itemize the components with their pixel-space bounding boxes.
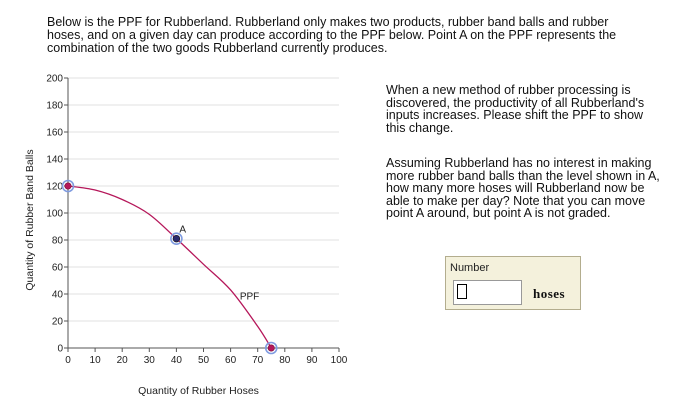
y-tick-labels: 0 20 40 60 80 100 120 140 160 180 200 xyxy=(46,74,63,355)
x-tick-label-0: 0 xyxy=(65,355,71,366)
y-tick-label-80: 80 xyxy=(52,236,64,247)
y-tick-label-20: 20 xyxy=(52,317,64,328)
ppf-endpoint-x-handle-ring xyxy=(264,341,278,355)
ppf-endpoint-x-handle-dot xyxy=(267,344,275,352)
y-tick-label-0: 0 xyxy=(57,344,63,355)
x-tick-label-20: 20 xyxy=(117,355,129,366)
y-tick-label-120: 120 xyxy=(46,182,63,193)
ppf-endpoint-handles[interactable] xyxy=(61,179,278,355)
answer-panel: Number xyxy=(445,256,581,310)
grid-lines xyxy=(68,77,339,322)
ppf-curve-label: PPF xyxy=(240,291,259,302)
point-a-ring xyxy=(170,232,183,245)
problem-intro: Below is the PPF for Rubberland. Rubberl… xyxy=(47,15,617,55)
question-more-hoses: Assuming Rubberland has no interest in m… xyxy=(386,156,660,220)
point-a-dot xyxy=(172,234,181,243)
x-tick-label-10: 10 xyxy=(90,355,102,366)
answer-unit-label: hoses xyxy=(533,286,566,301)
ppf-endpoint-y-handle-ring xyxy=(61,179,75,193)
x-tick-label-30: 30 xyxy=(144,355,156,366)
question-shift-ppf: When a new method of rubber processing i… xyxy=(386,83,645,135)
x-tick-label-50: 50 xyxy=(198,355,210,366)
y-tick-label-180: 180 xyxy=(46,101,63,112)
x-tick-label-40: 40 xyxy=(171,355,183,366)
x-tick-label-100: 100 xyxy=(331,355,348,366)
y-tick-label-60: 60 xyxy=(52,263,64,274)
ppf-endpoint-x-handle[interactable] xyxy=(264,341,278,355)
x-tick-label-60: 60 xyxy=(225,355,237,366)
y-tick-label-40: 40 xyxy=(52,290,64,301)
y-tick-label-160: 160 xyxy=(46,128,63,139)
x-tick-label-90: 90 xyxy=(306,355,318,366)
answer-input[interactable] xyxy=(453,280,522,305)
x-tick-label-80: 80 xyxy=(279,355,291,366)
point-a-label: A xyxy=(179,225,186,236)
ppf-endpoint-y-handle[interactable] xyxy=(61,179,75,193)
x-axis-title: Quantity of Rubber Hoses xyxy=(138,385,259,397)
x-tick-labels: 0 10 20 30 40 50 60 70 80 90 100 xyxy=(65,355,348,366)
y-tick-label-140: 140 xyxy=(46,155,63,166)
axes xyxy=(64,77,340,352)
y-axis-title: Quantity of Rubber Band Balls xyxy=(24,149,36,290)
ppf-endpoint-y-handle-dot xyxy=(64,182,72,190)
answer-label: Number xyxy=(450,262,490,274)
y-tick-label-200: 200 xyxy=(46,74,63,85)
point-a-handle[interactable] xyxy=(170,232,183,245)
x-tick-label-70: 70 xyxy=(252,355,264,366)
y-tick-label-100: 100 xyxy=(46,209,63,220)
